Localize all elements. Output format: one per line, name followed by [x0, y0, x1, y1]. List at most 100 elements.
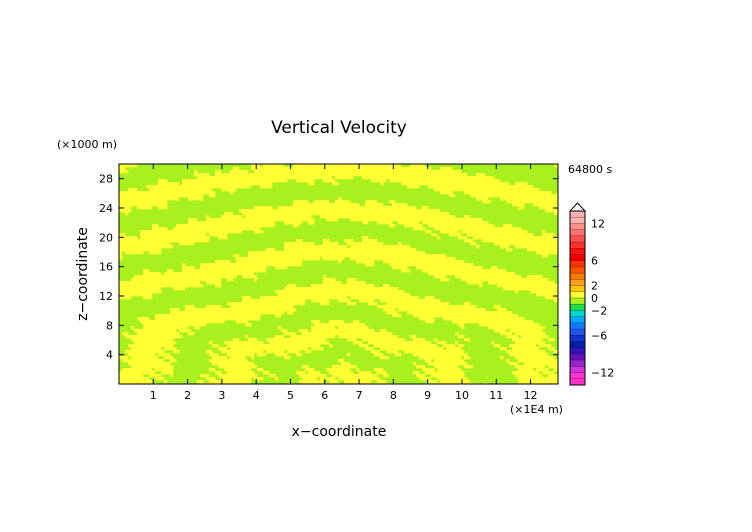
- heatmap-cell: [410, 164, 414, 168]
- heatmap-cell: [236, 341, 240, 345]
- heatmap-cell: [239, 173, 243, 177]
- heatmap-cell: [122, 332, 126, 336]
- heatmap-cell: [428, 272, 432, 276]
- heatmap-cell: [515, 203, 519, 207]
- heatmap-cell: [284, 257, 288, 261]
- heatmap-cell: [368, 164, 372, 168]
- heatmap-cell: [296, 248, 300, 252]
- heatmap-cell: [161, 233, 165, 237]
- heatmap-cell: [386, 290, 390, 294]
- heatmap-cell: [332, 242, 336, 246]
- heatmap-cell: [212, 176, 216, 180]
- heatmap-cell: [383, 296, 387, 300]
- heatmap-cell: [299, 302, 303, 306]
- heatmap-cell: [209, 191, 213, 195]
- heatmap-cell: [434, 218, 438, 222]
- heatmap-cell: [233, 305, 237, 309]
- heatmap-cell: [320, 245, 324, 249]
- heatmap-cell: [245, 317, 249, 321]
- heatmap-cell: [434, 338, 438, 342]
- heatmap-cell: [455, 347, 459, 351]
- heatmap-cell: [497, 308, 501, 312]
- heatmap-cell: [530, 335, 534, 339]
- heatmap-cell: [149, 281, 153, 285]
- heatmap-cell: [467, 308, 471, 312]
- heatmap-cell: [206, 272, 210, 276]
- heatmap-cell: [371, 335, 375, 339]
- heatmap-cell: [140, 203, 144, 207]
- heatmap-cell: [551, 338, 555, 342]
- heatmap-cell: [254, 266, 258, 270]
- heatmap-cell: [416, 164, 420, 168]
- heatmap-cell: [143, 347, 147, 351]
- heatmap-cell: [359, 212, 363, 216]
- heatmap-cell: [533, 188, 537, 192]
- heatmap-cell: [299, 299, 303, 303]
- heatmap-cell: [500, 230, 504, 234]
- heatmap-cell: [509, 332, 513, 336]
- heatmap-cell: [554, 284, 558, 288]
- heatmap-cell: [293, 224, 297, 228]
- heatmap-cell: [302, 245, 306, 249]
- heatmap-cell: [131, 350, 135, 354]
- heatmap-cell: [218, 221, 222, 225]
- heatmap-cell: [392, 260, 396, 264]
- heatmap-cell: [530, 371, 534, 375]
- heatmap-cell: [254, 308, 258, 312]
- heatmap-cell: [326, 245, 330, 249]
- heatmap-cell: [545, 254, 549, 258]
- heatmap-cell: [542, 200, 546, 204]
- heatmap-cell: [185, 185, 189, 189]
- heatmap-cell: [152, 326, 156, 330]
- heatmap-cell: [350, 296, 354, 300]
- heatmap-cell: [503, 236, 507, 240]
- heatmap-cell: [281, 353, 285, 357]
- heatmap-cell: [284, 167, 288, 171]
- heatmap-cell: [146, 353, 150, 357]
- heatmap-cell: [476, 317, 480, 321]
- heatmap-cell: [293, 206, 297, 210]
- heatmap-cell: [404, 206, 408, 210]
- heatmap-cell: [245, 362, 249, 366]
- heatmap-cell: [365, 338, 369, 342]
- heatmap-cell: [398, 344, 402, 348]
- heatmap-cell: [485, 311, 489, 315]
- heatmap-cell: [182, 227, 186, 231]
- heatmap-cell: [485, 191, 489, 195]
- heatmap-cell: [464, 317, 468, 321]
- heatmap-cell: [434, 299, 438, 303]
- heatmap-cell: [554, 212, 558, 216]
- heatmap-cell: [542, 203, 546, 207]
- heatmap-cell: [371, 260, 375, 264]
- heatmap-cell: [515, 191, 519, 195]
- heatmap-cell: [551, 356, 555, 360]
- heatmap-cell: [443, 302, 447, 306]
- heatmap-cell: [155, 314, 159, 318]
- heatmap-cell: [515, 182, 519, 186]
- heatmap-cell: [344, 296, 348, 300]
- heatmap-cell: [494, 239, 498, 243]
- heatmap-cell: [185, 314, 189, 318]
- heatmap-cell: [449, 224, 453, 228]
- heatmap-cell: [146, 332, 150, 336]
- heatmap-cell: [506, 287, 510, 291]
- heatmap-cell: [125, 239, 129, 243]
- heatmap-cell: [374, 254, 378, 258]
- heatmap-cell: [170, 374, 174, 378]
- heatmap-cell: [287, 173, 291, 177]
- heatmap-cell: [221, 236, 225, 240]
- heatmap-cell: [194, 233, 198, 237]
- heatmap-cell: [416, 185, 420, 189]
- heatmap-cell: [392, 350, 396, 354]
- heatmap-cell: [350, 242, 354, 246]
- heatmap-cell: [512, 338, 516, 342]
- heatmap-cell: [338, 260, 342, 264]
- heatmap-cell: [410, 167, 414, 171]
- heatmap-cell: [143, 290, 147, 294]
- heatmap-cell: [215, 260, 219, 264]
- heatmap-cell: [503, 281, 507, 285]
- heatmap-cell: [341, 284, 345, 288]
- heatmap-cell: [191, 266, 195, 270]
- heatmap-cell: [404, 260, 408, 264]
- heatmap-cell: [434, 359, 438, 363]
